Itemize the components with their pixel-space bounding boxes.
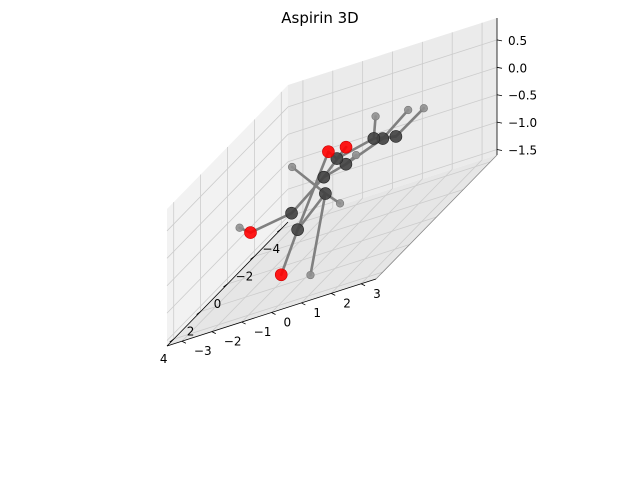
grid-line-y [330, 169, 453, 294]
x-tick-label: 0 [214, 297, 222, 311]
grid-line-z [287, 66, 498, 135]
atom-H2 [419, 104, 428, 113]
y-tick-label: 0 [284, 316, 292, 330]
y-tick-label: −1 [254, 325, 272, 339]
tick-mark-y [211, 331, 216, 335]
atom-H8 [306, 270, 315, 280]
grid-line-y [181, 216, 304, 342]
grid-line-y [271, 188, 393, 313]
tick-mark-x [250, 256, 255, 260]
bond-C7-O4 [249, 211, 293, 234]
axis-line-y-edge [375, 154, 498, 280]
tick-mark-z [496, 149, 503, 151]
atom-C7 [285, 206, 298, 220]
atom-C6 [339, 157, 353, 171]
tick-mark-z [496, 121, 503, 124]
tick-mark-y [360, 283, 366, 287]
tick-mark-x [223, 283, 228, 288]
atom-C2 [389, 130, 403, 143]
y-tick-label: −3 [194, 344, 212, 358]
tick-mark-z [496, 66, 503, 69]
atom-O4 [244, 226, 257, 239]
x-tick-label: 4 [160, 352, 168, 366]
grid-line-z [166, 134, 289, 259]
grid-line-z [166, 188, 289, 314]
atom-C5 [317, 170, 331, 184]
tick-mark-y [181, 340, 187, 344]
atoms [235, 104, 428, 282]
atom-O2 [322, 145, 335, 159]
bond-C1-H1 [381, 108, 410, 140]
grid-line-y [211, 207, 334, 332]
y-tick-label: 3 [373, 287, 381, 301]
atom-H6 [288, 162, 297, 172]
y-tick-label: 1 [313, 306, 321, 320]
tick-mark-y [331, 292, 336, 296]
bond-C5-C7 [290, 175, 326, 215]
atom-C3 [367, 132, 381, 145]
x-tick-label: 2 [187, 325, 195, 339]
atom-H1 [404, 105, 413, 115]
bond-O2-C8 [296, 150, 330, 231]
bond-C8-C9 [296, 192, 327, 231]
z-tick-label: 0.5 [508, 34, 527, 48]
z-tick-label: 0.0 [508, 61, 527, 75]
tick-labels: −4 −2 0 2 4 −3 −2 −1 0 1 2 3 −1.5 −1.0 −0.5 0.0 0.5 [160, 34, 537, 366]
y-tick-label: 2 [343, 296, 351, 310]
tick-mark-y [271, 312, 276, 315]
bond-C2-H2 [394, 106, 426, 138]
atom-O3 [274, 268, 288, 282]
bond-C9-H8 [309, 192, 327, 277]
y-tick-label: −2 [224, 335, 242, 349]
atom-H4 [351, 150, 361, 160]
atom-H3 [371, 112, 380, 121]
grid-line-z [287, 39, 498, 108]
z-tick-label: −1.0 [508, 116, 537, 130]
grid-line-z [166, 106, 289, 232]
grid-line-y [360, 159, 483, 285]
atom-C9 [319, 187, 332, 200]
atom-C8 [291, 223, 304, 236]
x-tick-label: −4 [262, 242, 280, 256]
bond-C8-O3 [279, 228, 299, 277]
z-tick-label: −1.5 [508, 144, 537, 158]
z-tick-label: −0.5 [508, 89, 537, 103]
atom-H7 [335, 199, 345, 208]
atom-H5 [235, 223, 244, 232]
grid-line-y [241, 197, 363, 323]
atom-O1 [339, 140, 353, 154]
grid-line-y [301, 178, 423, 304]
grid-line-z [166, 161, 289, 286]
tick-mark-y [301, 302, 306, 306]
atom-C4 [330, 152, 344, 165]
chart-title: Aspirin 3D [281, 9, 358, 27]
tick-mark-z [496, 39, 503, 42]
tick-mark-x [169, 338, 174, 343]
bond-C9-H6 [290, 165, 327, 195]
tick-mark-y [241, 321, 246, 325]
grid-line-z [166, 216, 289, 341]
tick-mark-x [196, 311, 201, 315]
tick-mark-x [277, 228, 282, 233]
x-tick-label: −2 [236, 269, 254, 283]
tick-mark-z [496, 94, 503, 97]
bond-C3-C4 [335, 137, 376, 160]
